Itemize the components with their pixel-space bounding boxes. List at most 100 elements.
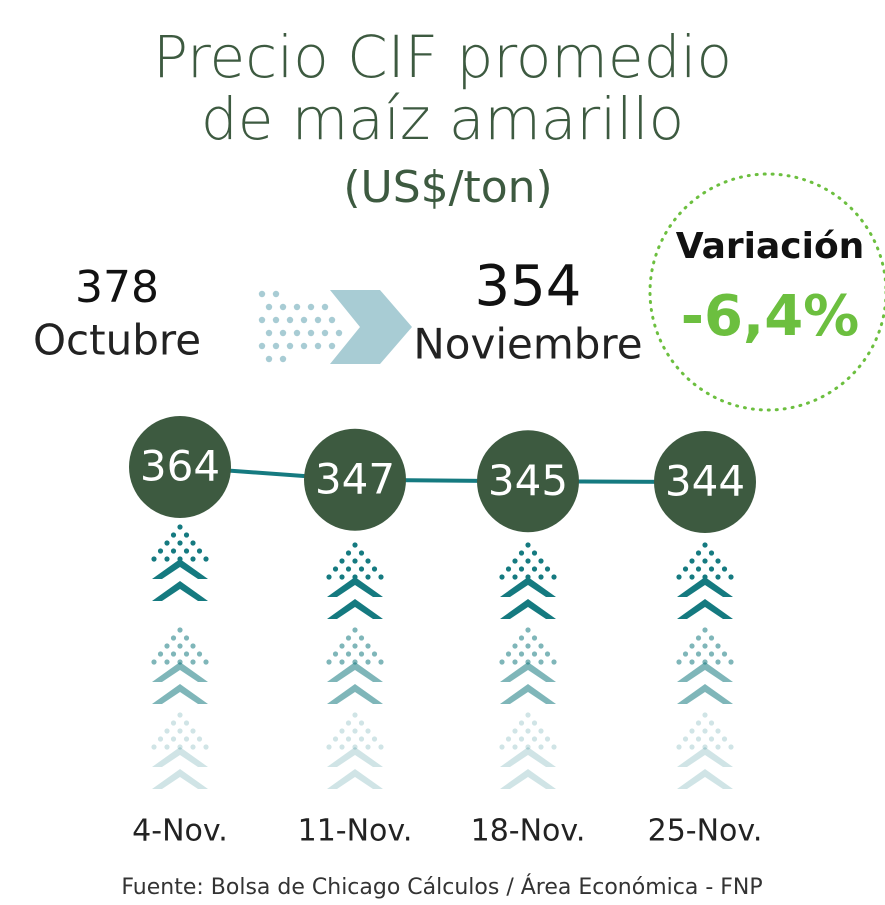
arrow-dot [689, 643, 695, 649]
arrow-dot [352, 744, 358, 750]
arrow-dot [170, 532, 177, 538]
arrow-dot [332, 566, 339, 572]
variation-ring [648, 172, 885, 412]
arrow-dot [272, 316, 280, 324]
arrow-dot [203, 556, 209, 562]
arrow-chevron [152, 559, 208, 579]
line [179, 465, 706, 484]
arrow-dot [365, 659, 371, 665]
arrow-dot [715, 728, 721, 734]
arrow-dot [715, 744, 721, 750]
from-label: Octubre [33, 316, 201, 365]
arrow-dot [531, 736, 538, 742]
arrow-dot [164, 728, 170, 734]
arrow-dot [352, 542, 358, 548]
arrow-dot [518, 651, 525, 657]
arrow-dot [190, 728, 196, 734]
arrow-dot [695, 635, 702, 641]
arrow-chevron [500, 769, 556, 789]
arrow-dot [525, 542, 531, 548]
arrow-dot [518, 550, 525, 556]
arrow-dot [715, 643, 721, 649]
arrow-dot [512, 728, 518, 734]
arrow-dot [157, 651, 164, 657]
arrow-dot [170, 651, 177, 657]
arrow-dot [321, 329, 329, 337]
arrow-dot [531, 720, 538, 726]
arrow-dot [365, 728, 371, 734]
arrow-dot [332, 651, 339, 657]
arrow-dot [708, 635, 715, 641]
arrow-chevron [677, 684, 733, 704]
arrow-dot [708, 651, 715, 657]
arrow-dot [314, 316, 322, 324]
arrow-dot [695, 566, 702, 572]
arrow-dot [531, 635, 538, 641]
variation-label: Variación [676, 226, 865, 267]
arrow-dot [538, 643, 544, 649]
arrow-dot [525, 558, 531, 564]
arrow-dot [728, 744, 734, 750]
arrow-chevron [330, 290, 412, 364]
arrow-dot [286, 316, 294, 324]
arrow-dot [702, 558, 708, 564]
arrow-dot [177, 744, 183, 750]
arrow-dot [258, 290, 266, 298]
arrow-dot [190, 744, 196, 750]
arrow-dot [544, 651, 551, 657]
arrow-dot [371, 736, 378, 742]
arrow-dot [544, 736, 551, 742]
arrow-dot [728, 574, 734, 580]
arrow-dot [518, 566, 525, 572]
arrow-dot [538, 574, 544, 580]
arrow-dot [538, 728, 544, 734]
arrow-dot [702, 542, 708, 548]
arrow-dot [177, 728, 183, 734]
arrow-dot [345, 720, 352, 726]
arrow-dot [177, 524, 183, 530]
arrow-dot [345, 566, 352, 572]
arrow-dot [177, 627, 183, 633]
arrow-dot [183, 736, 190, 742]
x-tick-label: 4-Nov. [132, 814, 228, 849]
arrow-dot [676, 659, 682, 665]
arrow-dot [203, 659, 209, 665]
arrow-dot [695, 651, 702, 657]
arrow-dot [286, 342, 294, 350]
arrow-chevron [327, 769, 383, 789]
arrow-dot [715, 574, 721, 580]
arrow-dot [676, 574, 682, 580]
to-label: Noviembre [413, 320, 642, 369]
arrow-dot [708, 566, 715, 572]
arrow-dot [708, 720, 715, 726]
arrow-dot [164, 659, 170, 665]
arrow-dot [518, 635, 525, 641]
arrow-dot [525, 643, 531, 649]
arrow-dot [512, 659, 518, 665]
arrow-dot [702, 643, 708, 649]
arrow-chevron [152, 769, 208, 789]
data-label: 364 [140, 442, 220, 491]
arrow-dot [518, 720, 525, 726]
arrow-dot [265, 329, 273, 337]
arrow-dot [689, 558, 695, 564]
arrow-dot [358, 720, 365, 726]
arrow-chevron [152, 581, 208, 601]
arrow-dot [183, 532, 190, 538]
arrow-chevron [327, 577, 383, 597]
arrow-dot [708, 736, 715, 742]
arrow-dot [151, 744, 157, 750]
arrow-dot [293, 303, 301, 311]
arrow-dot [345, 550, 352, 556]
arrow-dot [538, 744, 544, 750]
marker [129, 416, 231, 518]
arrow-dot [157, 548, 164, 554]
arrow-dot [512, 574, 518, 580]
arrow-chevron [677, 747, 733, 767]
arrow-dot [326, 659, 332, 665]
arrow-dot [702, 627, 708, 633]
arrow-dot [365, 643, 371, 649]
arrow-dot [358, 736, 365, 742]
